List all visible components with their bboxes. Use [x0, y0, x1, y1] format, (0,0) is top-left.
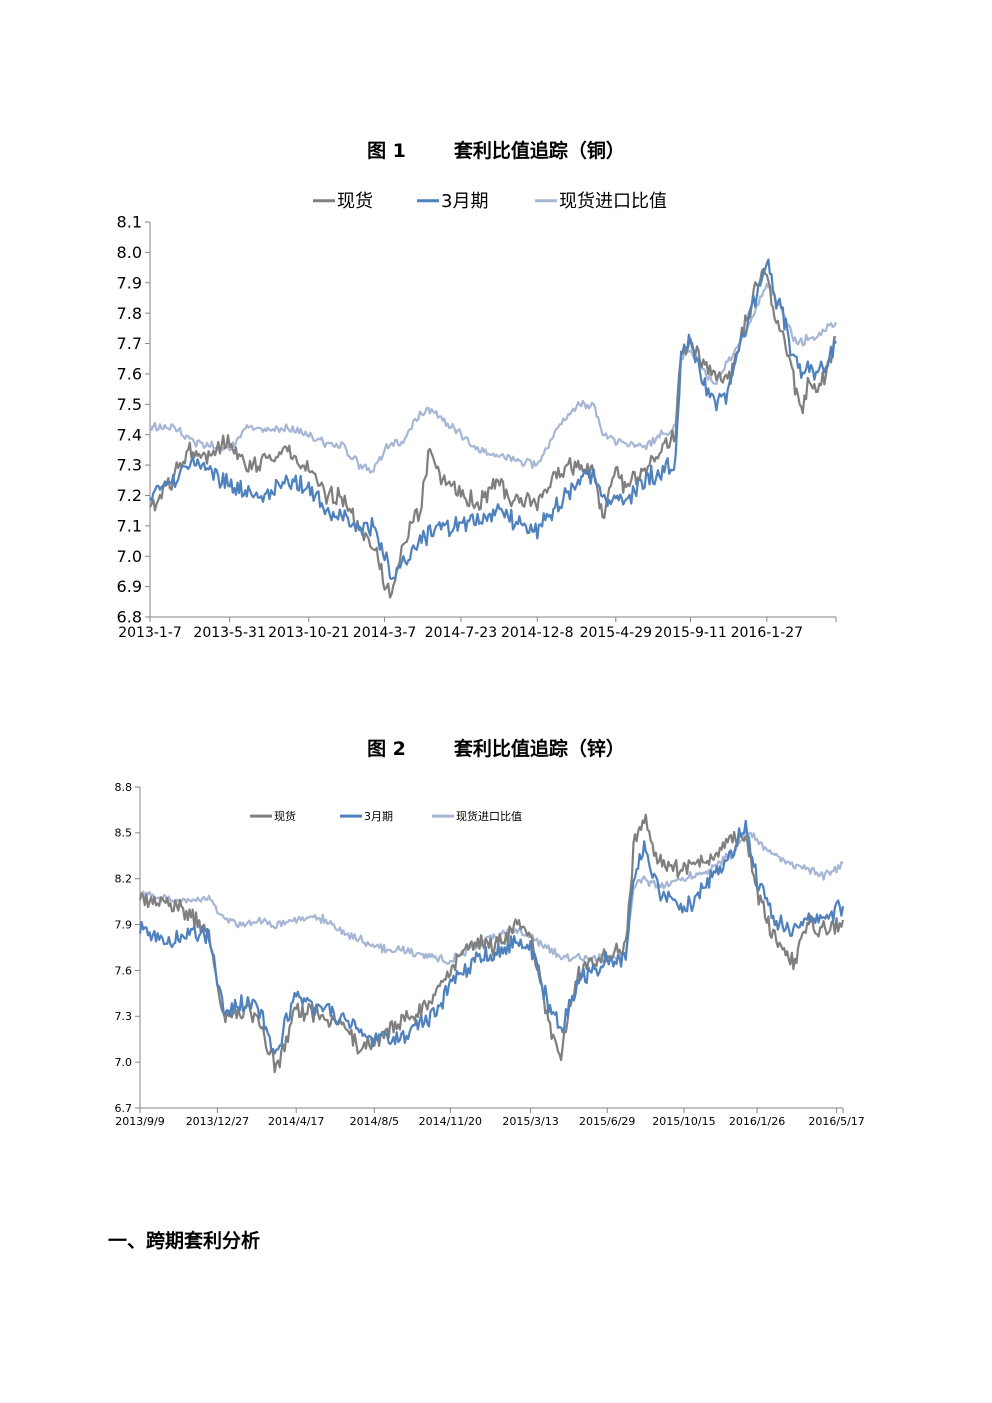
- y-tick-label: 8.1: [117, 213, 142, 232]
- figure-1-title: 图 1 套利比值追踪（铜）: [0, 136, 992, 163]
- x-tick-label: 2016/5/17: [808, 1115, 864, 1128]
- x-tick-label: 2015/3/13: [502, 1115, 558, 1128]
- legend-label: 3月期: [441, 191, 488, 212]
- figure-2-caption: 套利比值追踪（锌）: [453, 738, 625, 760]
- series-line: [138, 819, 845, 1055]
- x-tick-label: 2016/1/26: [729, 1115, 785, 1128]
- series-line: [149, 258, 837, 581]
- figure-1-number: 图 1: [367, 140, 406, 162]
- x-tick-label: 2014/11/20: [419, 1115, 482, 1128]
- x-tick-label: 2015/6/29: [579, 1115, 635, 1128]
- y-tick-label: 7.4: [117, 425, 142, 444]
- y-tick-label: 8.5: [115, 827, 133, 840]
- y-tick-label: 8.2: [115, 873, 133, 886]
- chart-zinc-ratio: 6.7 7.0 7.3 7.6 7.9 8.2 8.5 8.8 2013/9/9 2013/12/…: [115, 781, 865, 1128]
- series-line: [149, 267, 837, 599]
- x-tick-label: 2013/9/9: [115, 1115, 164, 1128]
- x-tick-label: 2016-1-27: [731, 625, 803, 641]
- y-tick-label: 7.3: [115, 1010, 133, 1023]
- series-line: [138, 813, 845, 1074]
- x-tick-label: 2015/10/15: [652, 1115, 715, 1128]
- legend-item: 现货: [250, 809, 296, 823]
- legend-item: 3月期: [340, 810, 393, 823]
- figure-2-title: 图 2 套利比值追踪（锌）: [0, 734, 992, 761]
- series-line: [139, 830, 844, 965]
- legend-item: 3月期: [417, 191, 488, 212]
- series-line: [148, 282, 838, 474]
- x-tick-label: 2014/8/5: [350, 1115, 399, 1128]
- x-tick-label: 2015-9-11: [654, 625, 726, 641]
- y-tick-label: 8.0: [117, 243, 142, 262]
- x-tick-label: 2013-10-21: [268, 625, 349, 641]
- x-tick-label: 2013-1-7: [118, 625, 182, 641]
- x-tick-label: 2014-7-23: [425, 625, 497, 641]
- x-tick-label: 2014-12-8: [501, 625, 573, 641]
- y-tick-label: 6.9: [117, 577, 142, 596]
- section-heading: 一、跨期套利分析: [108, 1230, 261, 1252]
- legend-item: 现货: [313, 191, 373, 212]
- x-tick-label: 2014-3-7: [353, 625, 417, 641]
- x-tick-label: 2013/12/27: [186, 1115, 249, 1128]
- y-tick-label: 8.8: [115, 781, 133, 794]
- y-tick-label: 7.3: [117, 456, 142, 475]
- y-tick-label: 7.5: [117, 395, 142, 414]
- y-tick-label: 7.6: [115, 964, 133, 977]
- y-tick-label: 7.0: [115, 1056, 133, 1069]
- legend-label: 现货: [337, 191, 373, 212]
- legend-label: 3月期: [364, 810, 393, 823]
- legend-item: 现货进口比值: [432, 809, 522, 823]
- legend-label: 现货进口比值: [559, 191, 667, 212]
- y-tick-label: 7.9: [115, 918, 133, 931]
- y-tick-label: 6.7: [115, 1102, 133, 1115]
- y-tick-label: 7.7: [117, 334, 142, 353]
- figure-2-number: 图 2: [367, 738, 406, 760]
- figure-1-caption: 套利比值追踪（铜）: [453, 140, 625, 162]
- legend-label: 现货: [274, 809, 296, 823]
- x-tick-label: 2013-5-31: [193, 625, 265, 641]
- y-tick-label: 7.6: [117, 365, 142, 384]
- y-tick-label: 7.0: [117, 547, 142, 566]
- y-tick-label: 7.1: [117, 516, 142, 535]
- legend-item: 现货进口比值: [535, 191, 667, 212]
- y-tick-label: 6.8: [117, 608, 142, 627]
- x-tick-label: 2015-4-29: [580, 625, 652, 641]
- y-tick-label: 7.9: [117, 273, 142, 292]
- y-tick-label: 7.2: [117, 486, 142, 505]
- legend-label: 现货进口比值: [456, 809, 522, 823]
- x-tick-label: 2014/4/17: [268, 1115, 324, 1128]
- y-tick-label: 7.8: [117, 304, 142, 323]
- chart-copper-ratio: 6.8 6.9 7.0 7.1 7.2 7.3 7.4 7.5 7.6 7.7 7.8 7.9 8.0 8…: [117, 191, 838, 641]
